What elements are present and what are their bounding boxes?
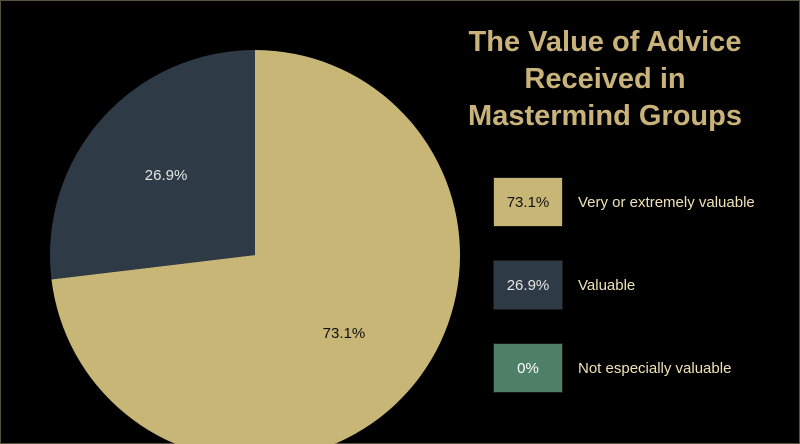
legend-swatch-not-valuable: 0% — [493, 343, 563, 393]
legend-swatch-valuable: 26.9% — [493, 260, 563, 310]
chart-title-line-2: Received in — [524, 63, 686, 95]
chart-title-line-1: The Value of Advice — [468, 26, 742, 58]
chart-title: The Value of Advice Received in Mastermi… — [440, 24, 770, 135]
legend-swatch-very-valuable: 73.1% — [493, 177, 563, 227]
legend-label-not-valuable: Not especially valuable — [578, 359, 732, 377]
pie-slice-valuable — [49, 50, 255, 280]
pie-label-valuable: 26.9% — [145, 167, 188, 184]
pie-label-very-valuable: 73.1% — [323, 325, 366, 342]
legend-label-very-valuable: Very or extremely valuable — [578, 193, 755, 211]
pie-slice-very-valuable — [51, 50, 460, 444]
chart-title-line-3: Mastermind Groups — [468, 100, 742, 132]
legend-label-valuable: Valuable — [578, 276, 636, 294]
